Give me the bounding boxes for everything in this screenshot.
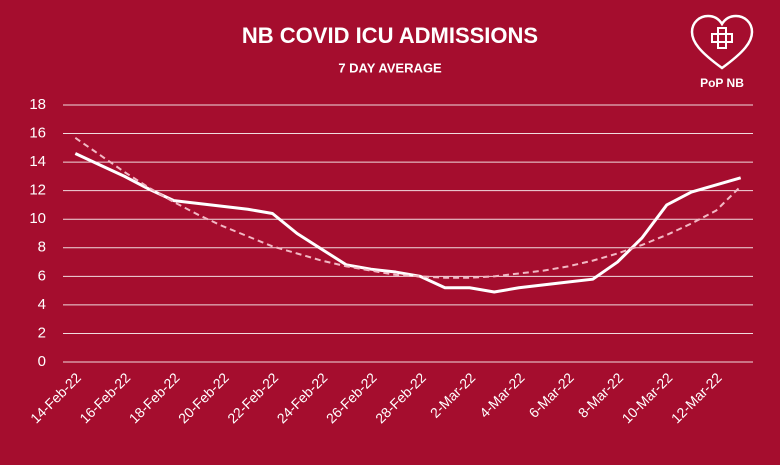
y-tick-label: 2 [38,324,46,341]
y-tick-label: 18 [29,96,46,113]
y-tick-label: 8 [38,239,46,256]
y-tick-label: 10 [29,210,46,227]
y-tick-label: 12 [29,182,46,199]
y-tick-label: 4 [38,296,46,313]
logo-heart [690,14,754,70]
logo-cross-h [711,33,733,43]
y-tick-label: 14 [29,153,46,170]
y-tick-label: 16 [29,125,46,142]
data-line [74,137,742,279]
y-tick-label: 6 [38,267,46,284]
y-tick-label: 0 [38,353,46,370]
logo-text: PoP NB [700,76,744,90]
chart-title: NB COVID ICU ADMISSIONS [242,23,538,48]
chart-subtitle: 7 DAY AVERAGE [338,60,442,75]
logo: PoP NB [690,14,754,90]
data-line [74,152,742,294]
logo-cross-v [717,27,727,49]
